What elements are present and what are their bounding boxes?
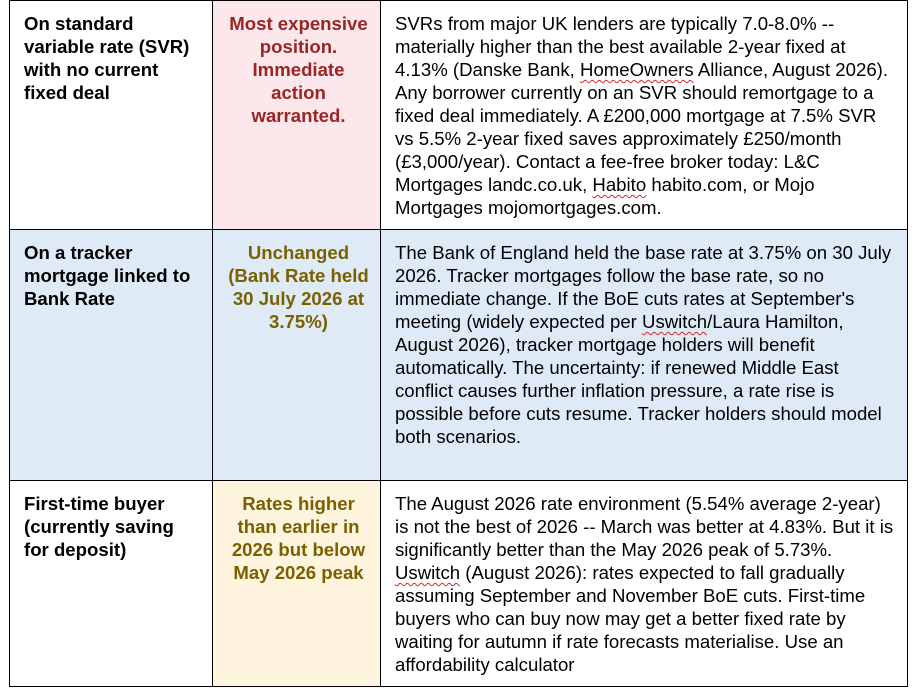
status-cell: Unchanged (Bank Rate held 30 July 2026 a… xyxy=(212,229,381,481)
detail-text: /Laura Hamilton, August 2026), tracker m… xyxy=(395,311,882,447)
situation-cell: On a tracker mortgage linked to Bank Rat… xyxy=(9,229,213,481)
detail-cell: SVRs from major UK lenders are typically… xyxy=(380,0,908,230)
detail-text: SVRs from major UK lenders are typically… xyxy=(395,13,846,80)
status-cell: Most expensive position. Immediate actio… xyxy=(212,0,381,230)
detail-text: The August 2026 rate environment (5.54% … xyxy=(395,493,894,560)
situation-cell: On standard variable rate (SVR) with no … xyxy=(9,0,213,230)
table-row: On standard variable rate (SVR) with no … xyxy=(9,0,908,230)
detail-cell: The August 2026 rate environment (5.54% … xyxy=(380,480,908,687)
mortgage-situation-table: On standard variable rate (SVR) with no … xyxy=(9,0,908,687)
spellcheck-flagged-word[interactable]: Uswitch xyxy=(395,562,461,583)
spellcheck-flagged-word[interactable]: HomeOwners xyxy=(580,59,694,80)
detail-text: (August 2026): rates expected to fall gr… xyxy=(395,562,866,675)
detail-text: The Bank of England held the base rate a… xyxy=(395,242,892,332)
table-row: First-time buyer (currently saving for d… xyxy=(9,480,908,687)
situation-cell: First-time buyer (currently saving for d… xyxy=(9,480,213,687)
spellcheck-flagged-word[interactable]: Habito xyxy=(592,174,647,195)
table-row: On a tracker mortgage linked to Bank Rat… xyxy=(9,229,908,481)
detail-text: habito.com, or Mojo Mortgages mojomortga… xyxy=(395,174,815,218)
detail-text: Alliance, August 2026). Any borrower cur… xyxy=(395,59,889,195)
detail-cell: The Bank of England held the base rate a… xyxy=(380,229,908,481)
spellcheck-flagged-word[interactable]: Uswitch xyxy=(642,311,708,332)
status-cell: Rates higher than earlier in 2026 but be… xyxy=(212,480,381,687)
